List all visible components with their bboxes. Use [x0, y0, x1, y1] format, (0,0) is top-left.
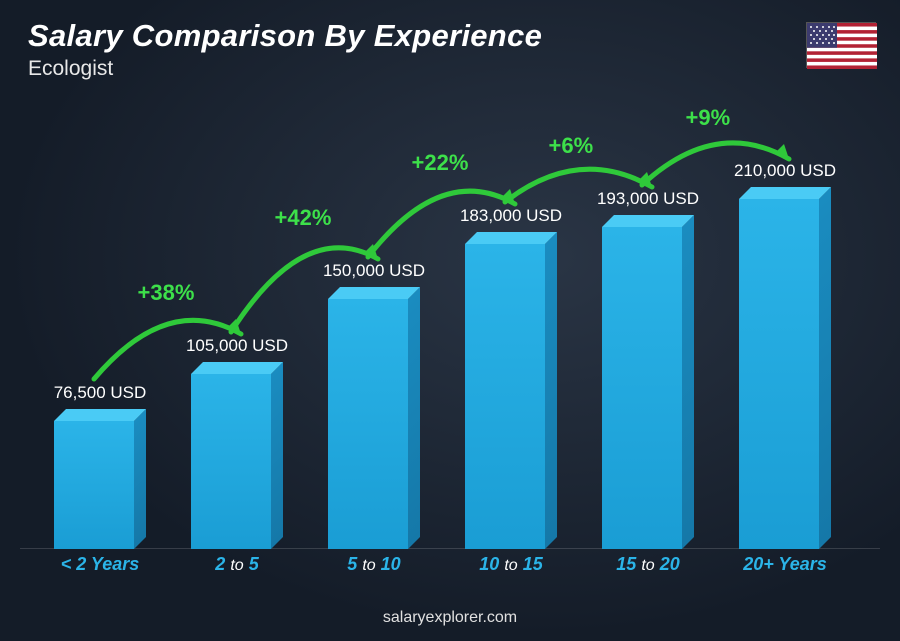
bar: [191, 374, 283, 549]
bar-side-face: [134, 409, 146, 549]
bar-value-label: 210,000 USD: [720, 161, 850, 181]
bar-x-label: < 2 Years: [40, 554, 160, 575]
bar: [602, 227, 694, 549]
bar-top-face: [602, 215, 694, 227]
bar-value-label: 150,000 USD: [309, 261, 439, 281]
increase-pct-label: +9%: [686, 105, 731, 131]
bar-side-face: [545, 232, 557, 549]
increase-pct-label: +6%: [549, 133, 594, 159]
bar-side-face: [682, 215, 694, 549]
increase-pct-label: +42%: [275, 205, 332, 231]
chart-title: Salary Comparison By Experience: [28, 18, 542, 54]
bar-top-face: [54, 409, 146, 421]
bar: [328, 299, 420, 549]
bar-front-face: [465, 244, 545, 549]
bar-side-face: [819, 187, 831, 549]
footer-attribution: salaryexplorer.com: [0, 609, 900, 627]
bar: [465, 244, 557, 549]
bar-x-label: 20+ Years: [725, 554, 845, 575]
increase-pct-label: +22%: [412, 150, 469, 176]
bar-x-label: 15 to 20: [588, 554, 708, 575]
bar-top-face: [191, 362, 283, 374]
country-flag-icon: [806, 22, 876, 68]
bar: [54, 421, 146, 549]
bar-side-face: [271, 362, 283, 549]
chart-area: 76,500 USD< 2 Years105,000 USD2 to 5150,…: [40, 93, 860, 573]
bar-top-face: [465, 232, 557, 244]
bar-value-label: 76,500 USD: [35, 383, 165, 403]
bar-side-face: [408, 287, 420, 549]
bar: [739, 199, 831, 549]
bar-top-face: [739, 187, 831, 199]
bar-value-label: 105,000 USD: [172, 336, 302, 356]
chart-subtitle: Ecologist: [28, 57, 542, 81]
increase-pct-label: +38%: [138, 280, 195, 306]
bar-front-face: [602, 227, 682, 549]
bar-front-face: [739, 199, 819, 549]
bar-value-label: 183,000 USD: [446, 206, 576, 226]
bar-front-face: [54, 421, 134, 549]
bar-front-face: [191, 374, 271, 549]
bar-top-face: [328, 287, 420, 299]
chart-header: Salary Comparison By Experience Ecologis…: [28, 18, 542, 81]
bar-front-face: [328, 299, 408, 549]
bar-x-label: 5 to 10: [314, 554, 434, 575]
bar-x-label: 10 to 15: [451, 554, 571, 575]
bar-x-label: 2 to 5: [177, 554, 297, 575]
bar-value-label: 193,000 USD: [583, 189, 713, 209]
